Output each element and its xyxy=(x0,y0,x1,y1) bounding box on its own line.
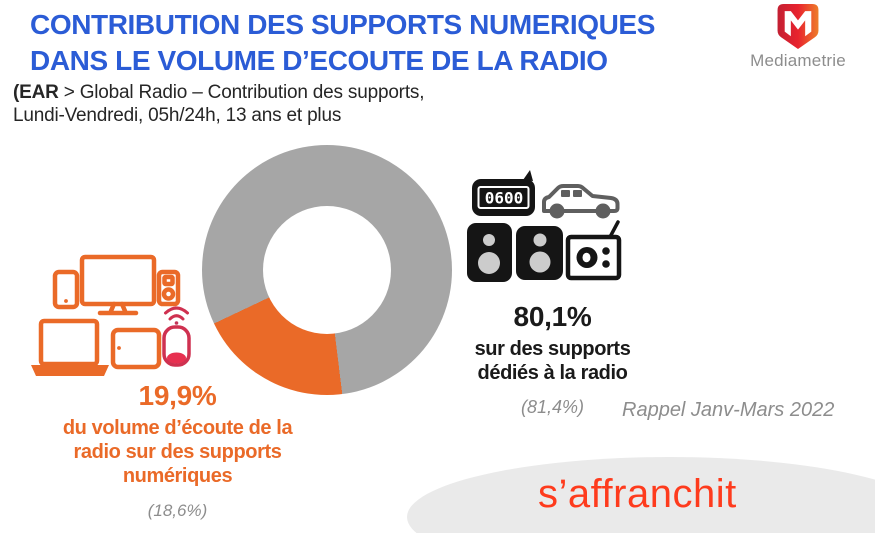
digital-share-previous: (18,6%) xyxy=(147,501,208,520)
brand-name: Mediametrie xyxy=(750,51,846,70)
car-icon xyxy=(542,184,620,219)
recall-note: Rappel Janv-Mars 2022 xyxy=(622,399,835,421)
radio-icon xyxy=(565,220,622,281)
source-subtitle-line1: (EAR > Global Radio – Contribution des s… xyxy=(13,81,424,104)
overlay-caption: s’affranchit xyxy=(538,472,737,516)
smartphone-icon xyxy=(52,269,80,310)
dedicated-share-value: 80,1% xyxy=(513,301,592,332)
smart-speaker-icon xyxy=(162,306,191,367)
source-subtitle-line2: Lundi-Vendredi, 05h/24h, 13 ans et plus xyxy=(13,105,342,126)
laptop-icon xyxy=(31,318,109,376)
tablet-icon xyxy=(110,327,162,370)
mediametrie-shield-icon xyxy=(777,4,819,49)
monitor-icon xyxy=(79,254,157,316)
mediametrie-logo: Mediametrie xyxy=(739,4,857,71)
digital-devices-icons xyxy=(31,254,191,376)
page-title-line2: DANS LE VOLUME D’ECOUTE DE LA RADIO xyxy=(30,45,608,76)
donut-chart xyxy=(202,145,452,395)
page-title-line1: CONTRIBUTION DES SUPPORTS NUMERIQUES xyxy=(30,9,655,40)
dedicated-share-previous: (81,4%) xyxy=(520,397,585,417)
source-detail: > Global Radio – Contribution des suppor… xyxy=(58,82,425,103)
page-title: CONTRIBUTION DES SUPPORTS NUMERIQUES DAN… xyxy=(30,7,655,79)
source-subtitle: (EAR > Global Radio – Contribution des s… xyxy=(13,81,424,127)
mp3-player-icon xyxy=(156,269,181,307)
digital-share-block: 19,9% du volume d’écoute de la radio sur… xyxy=(40,380,315,521)
digital-share-caption: du volume d’écoute de la radio sur des s… xyxy=(62,417,293,487)
dedicated-share-block: 80,1% sur des supports dédiés à la radio… xyxy=(450,301,655,418)
stereo-speakers-icon xyxy=(467,223,563,282)
source-tag: (EAR xyxy=(13,82,59,103)
clock-display: 0600 xyxy=(485,189,524,208)
clock-radio-icon: 0600 xyxy=(472,170,535,216)
dedicated-share-caption: sur des supports dédiés à la radio xyxy=(474,338,631,384)
radio-devices-icons: 0600 xyxy=(467,170,622,282)
digital-share-value: 19,9% xyxy=(138,380,217,411)
